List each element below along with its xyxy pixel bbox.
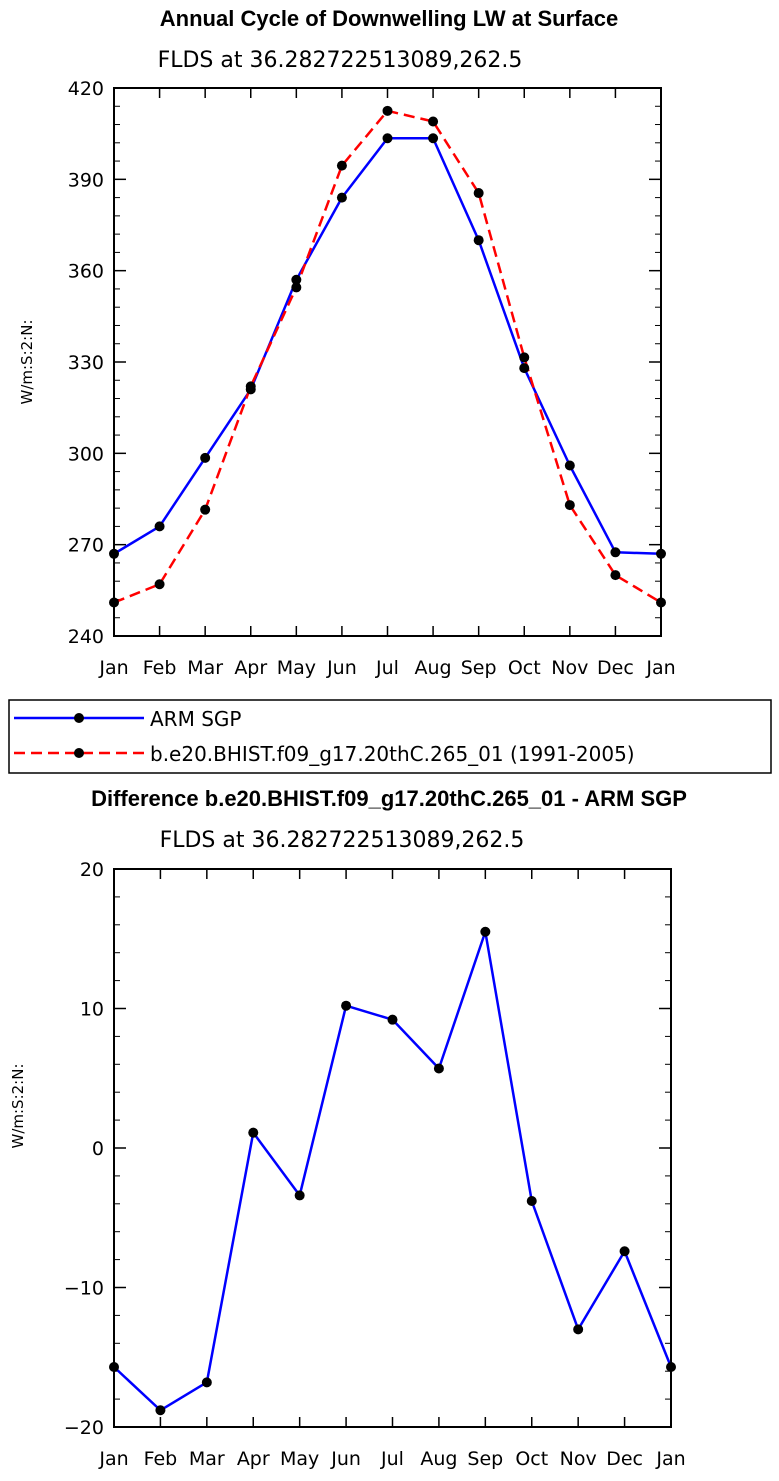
bottom-series-0-point	[248, 1127, 259, 1138]
bottom-y-tick-label: 0	[92, 1138, 104, 1160]
top-plot-area: Jan Feb Mar Apr May Jun Jul Aug Sep Oct Nov Dec Jan 2…	[68, 78, 676, 679]
top-series-0-point	[200, 452, 211, 463]
top-plot-frame	[113, 87, 662, 637]
legend: ARM SGP b.e20.BHIST.f09_g17.20thC.265_01…	[8, 699, 772, 774]
bottom-x-tick-label: Jul	[380, 1448, 404, 1470]
legend-marker-arm-sgp	[74, 713, 84, 723]
legend-label-model: b.e20.BHIST.f09_g17.20thC.265_01 (1991-2…	[150, 742, 635, 766]
bottom-x-tick-label: May	[280, 1448, 319, 1470]
legend-marker-model	[74, 748, 84, 758]
top-y-tick-label: 330	[68, 352, 104, 374]
top-series-0-point	[428, 133, 439, 144]
top-series-0-point	[109, 548, 119, 559]
top-x-tick-label: Jan	[645, 657, 675, 679]
bottom-x-tick-label: Oct	[515, 1448, 548, 1470]
top-series-1-point	[610, 570, 621, 581]
bottom-x-tick-label: Jan	[655, 1448, 685, 1470]
top-y-tick-label: 270	[68, 535, 104, 557]
top-y-tick-label: 240	[68, 626, 104, 648]
bottom-x-tick-label: Jun	[330, 1448, 361, 1470]
bottom-series-0-point	[480, 926, 491, 937]
top-series-1-point	[291, 282, 302, 293]
top-y-tick-label: 420	[68, 78, 104, 100]
top-y-tick-label: 390	[68, 169, 104, 191]
top-series-0-point	[656, 548, 666, 559]
top-x-tick-label: Mar	[187, 657, 223, 679]
legend-label-arm-sgp: ARM SGP	[150, 707, 241, 731]
top-series-0-point	[473, 235, 484, 246]
top-series-0-line	[113, 136, 662, 556]
top-series-1-point	[154, 579, 165, 590]
bottom-series-0-point	[155, 1405, 166, 1416]
legend-box	[8, 699, 772, 774]
top-series-1-point	[656, 597, 666, 608]
bottom-x-tick-label: Aug	[420, 1448, 457, 1470]
bottom-series-0-point	[341, 1000, 352, 1011]
bottom-x-tick-label: Apr	[237, 1448, 270, 1470]
top-series-0-point	[382, 133, 393, 144]
bottom-x-tick-label: Sep	[467, 1448, 503, 1470]
bottom-chart-title: Difference b.e20.BHIST.f09_g17.20thC.265…	[91, 786, 687, 811]
top-series-1-point	[109, 597, 119, 608]
bottom-series-0-point	[201, 1377, 212, 1388]
top-series-1-point	[382, 105, 393, 116]
bottom-y-tick-label: −10	[64, 1278, 104, 1300]
bottom-chart-subtitle: FLDS at 36.282722513089,262.5	[160, 828, 525, 853]
bottom-x-tick-label: Mar	[189, 1448, 225, 1470]
bottom-series-0-point	[619, 1246, 630, 1257]
bottom-y-tick-label: 20	[80, 859, 104, 881]
bottom-series-0-point	[387, 1014, 398, 1025]
bottom-series-0-point	[294, 1190, 305, 1201]
bottom-series-0-point	[433, 1063, 444, 1074]
top-chart-title: Annual Cycle of Downwelling LW at Surfac…	[160, 6, 618, 31]
top-x-tick-label: Sep	[461, 657, 497, 679]
top-series-0-point	[564, 460, 575, 471]
top-series-0-point	[519, 363, 530, 374]
top-series-1-point	[200, 504, 211, 515]
top-x-tick-label: Apr	[234, 657, 267, 679]
top-series-1-point	[245, 381, 256, 392]
top-x-tick-label: Nov	[551, 657, 588, 679]
bottom-plot-area: Jan Feb Mar Apr May Jun Jul Aug Sep Oct Nov Dec Jan −…	[64, 859, 686, 1470]
top-x-tick-label: Jan	[98, 657, 128, 679]
top-x-tick-label: Oct	[508, 657, 541, 679]
top-series-0-point	[336, 192, 347, 203]
top-series-1-point	[519, 352, 530, 363]
top-series-0-point	[291, 274, 302, 285]
top-series-0-point	[154, 521, 165, 532]
bottom-y-tick-label: −20	[64, 1417, 104, 1439]
bottom-x-tick-label: Feb	[144, 1448, 178, 1470]
top-series-1-point	[428, 116, 439, 127]
top-x-tick-label: Feb	[143, 657, 177, 679]
bottom-x-tick-label: Dec	[606, 1448, 643, 1470]
bottom-series-0-line	[113, 930, 673, 1412]
bottom-series-0-point	[573, 1324, 584, 1335]
top-x-tick-label: Dec	[597, 657, 634, 679]
top-y-axis-label: W/m:S:2:N:	[18, 320, 36, 405]
bottom-plot-frame	[113, 868, 672, 1428]
top-x-tick-label: May	[277, 657, 316, 679]
bottom-series-0-point	[109, 1362, 119, 1373]
bottom-x-tick-label: Nov	[560, 1448, 597, 1470]
top-series-0-point	[610, 547, 621, 558]
top-series-1-point	[564, 500, 575, 511]
top-series-1-point	[473, 188, 484, 199]
top-series-1-point	[336, 160, 347, 171]
bottom-series-0-point	[666, 1362, 676, 1373]
bottom-y-tick-label: 10	[80, 999, 104, 1021]
top-x-tick-label: Jun	[326, 657, 357, 679]
top-chart-subtitle: FLDS at 36.282722513089,262.5	[158, 48, 523, 73]
top-y-tick-label: 360	[68, 261, 104, 283]
top-series-1-line	[113, 109, 662, 604]
bottom-x-tick-label: Jan	[98, 1448, 128, 1470]
top-x-tick-label: Jul	[375, 657, 399, 679]
top-x-tick-label: Aug	[415, 657, 452, 679]
bottom-y-axis-label: W/m:S:2:N:	[9, 1064, 27, 1149]
top-y-tick-label: 300	[68, 443, 104, 465]
bottom-series-0-point	[526, 1196, 537, 1207]
